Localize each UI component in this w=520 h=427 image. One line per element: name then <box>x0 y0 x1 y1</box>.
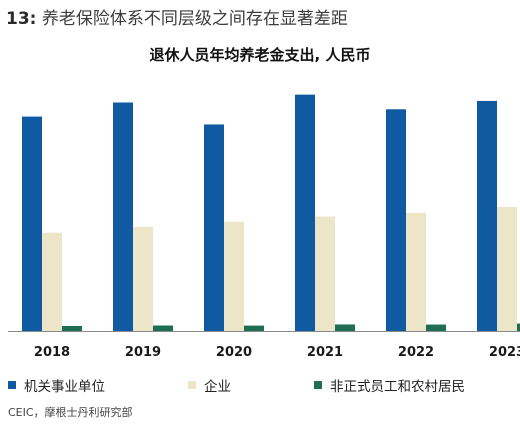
bar-2021-series-0 <box>295 94 315 332</box>
legend-swatch-informal-rural <box>314 381 322 389</box>
source-note: CEIC，摩根士丹利研究部 <box>8 406 133 419</box>
bar-2022-series-1 <box>406 212 426 331</box>
x-tick-label-2018: 2018 <box>34 345 70 360</box>
chart-legend: 机关事业单位 企业 非正式员工和农村居民 <box>8 375 520 395</box>
legend-label-public-institutions: 机关事业单位 <box>24 379 105 395</box>
bar-2020-series-0 <box>204 124 224 332</box>
bar-2019-series-1 <box>133 226 153 331</box>
bar-2019-series-2 <box>153 325 173 331</box>
bar-2021-series-2 <box>335 324 355 331</box>
legend-item-informal-rural: 非正式员工和农村居民 <box>314 375 465 395</box>
x-tick-label-2021: 2021 <box>307 345 343 360</box>
chart-title: 退休人员年均养老金支出, 人民币 <box>149 46 371 64</box>
bar-2022-series-0 <box>386 109 406 332</box>
legend-item-public-institutions: 机关事业单位 <box>8 375 105 395</box>
bar-2022-series-2 <box>426 324 446 331</box>
bar-chart: 2018 2019 2020 2021 2022 2023 <box>8 94 520 360</box>
legend-label-informal-rural: 非正式员工和农村居民 <box>330 379 465 395</box>
figure-title-text: 养老保险体系不同层级之间存在显著差距 <box>41 9 348 29</box>
bar-2020-series-2 <box>244 325 264 331</box>
figure-title: 13: 养老保险体系不同层级之间存在显著差距 <box>6 4 348 29</box>
x-tick-label-2019: 2019 <box>125 345 161 360</box>
bar-2021-series-1 <box>315 216 335 331</box>
x-tick-label-2023: 2023 <box>489 345 520 360</box>
bar-2018-series-1 <box>42 232 62 331</box>
legend-item-enterprises: 企业 <box>188 375 231 395</box>
bar-2023-series-2 <box>517 323 520 331</box>
x-tick-label-2022: 2022 <box>398 345 434 360</box>
bar-2023-series-1 <box>497 207 517 331</box>
figure-number: 13: <box>6 9 37 29</box>
bar-2020-series-1 <box>224 221 244 331</box>
legend-swatch-enterprises <box>188 381 196 389</box>
legend-swatch-public-institutions <box>8 381 16 389</box>
legend-label-enterprises: 企业 <box>204 379 231 395</box>
bar-2018-series-2 <box>62 325 82 331</box>
bar-2023-series-0 <box>477 100 497 332</box>
x-tick-label-2020: 2020 <box>216 345 252 360</box>
bar-2019-series-0 <box>113 102 133 332</box>
bar-2018-series-0 <box>22 116 42 332</box>
